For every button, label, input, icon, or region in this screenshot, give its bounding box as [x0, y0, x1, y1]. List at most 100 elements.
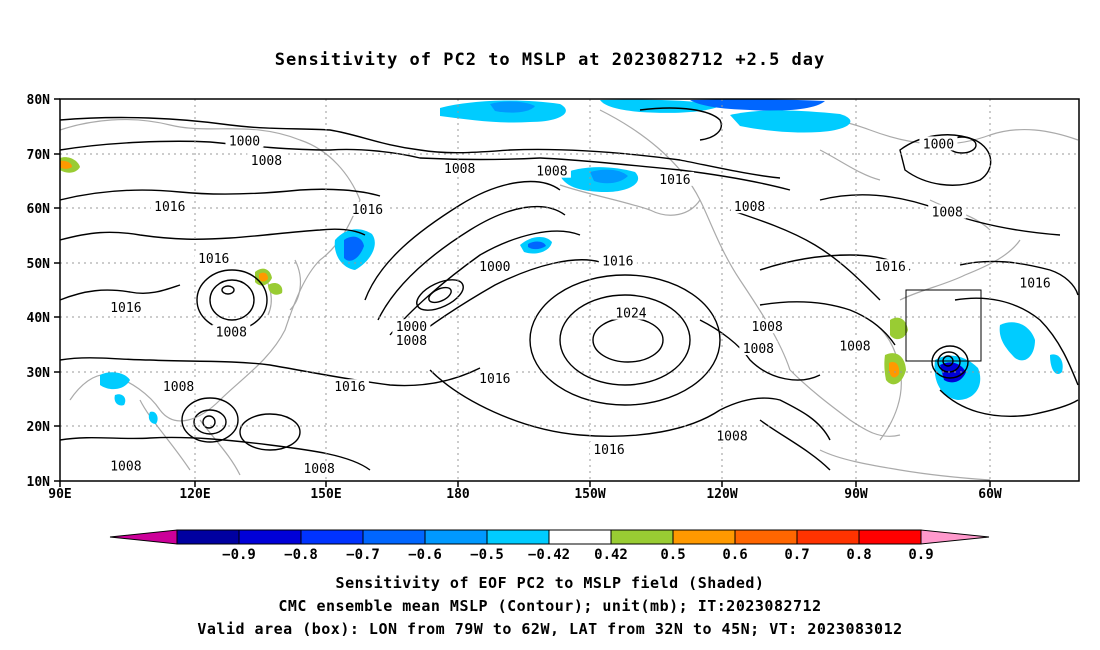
contour-label-bg	[212, 324, 251, 339]
lat-label: 40N	[27, 311, 51, 326]
contour-label: 1016	[110, 301, 141, 316]
lon-label: 120W	[706, 487, 737, 502]
contour-label-bg	[475, 371, 514, 386]
contour-label-bg	[748, 319, 787, 334]
contour-label: 1016	[659, 173, 690, 188]
colorbar-tick-label: 0.8	[846, 547, 871, 563]
contour-label: 1008	[839, 339, 870, 354]
contour-label-bg	[440, 160, 479, 175]
contour-label: 1016	[334, 380, 365, 395]
colorbar-low-end	[109, 529, 178, 545]
colorbar-swatch	[672, 529, 736, 545]
lon-label: 120E	[179, 487, 210, 502]
contour-label-bg	[247, 152, 286, 167]
contour-label-bg	[392, 332, 431, 347]
colorbar-swatch	[300, 529, 364, 545]
colorbar-swatch	[486, 529, 550, 545]
colorbar-tick-label: 0.6	[722, 547, 747, 563]
contour-label: 1000	[229, 135, 260, 150]
contour-label: 1008	[444, 162, 475, 177]
valid-area-box	[905, 289, 982, 362]
contour-label-bg	[348, 201, 387, 216]
contour-label: 1000	[396, 320, 427, 335]
lat-label: 20N	[27, 420, 51, 435]
caption-line-3: Valid area (box): LON from 79W to 62W, L…	[197, 620, 903, 638]
contour-label-bg	[611, 305, 650, 320]
colorbar-tick-label: −0.6	[408, 547, 442, 563]
contour-label-bg	[532, 163, 571, 178]
colorbar-tick-label: −0.8	[284, 547, 318, 563]
colorbar-swatch	[858, 529, 922, 545]
contour-label: 1016	[352, 203, 383, 218]
contour-label-bg	[739, 341, 778, 356]
contour-label-bg	[655, 171, 694, 186]
contour-label-bg	[713, 428, 752, 443]
lon-label: 150W	[574, 487, 605, 502]
lat-label: 50N	[27, 257, 51, 272]
lon-label: 90W	[844, 487, 868, 502]
colorbar-tick-label: −0.7	[346, 547, 380, 563]
lon-labels: 90E 120E 150E 180 150W 120W 90W 60W	[48, 487, 1002, 502]
colorbar-swatch	[362, 529, 426, 545]
contour-label-bg	[330, 379, 369, 394]
contour-label-bg	[106, 300, 145, 315]
colorbar-tick-label: −0.9	[222, 547, 256, 563]
axis-ticks	[54, 98, 991, 487]
lon-label: 90E	[48, 487, 71, 502]
contour-label-bg	[598, 253, 637, 268]
colorbar-swatch	[238, 529, 302, 545]
contour-label: 1008	[396, 334, 427, 349]
contour-label-bg	[919, 136, 958, 151]
colorbar-swatch	[548, 529, 612, 545]
lat-labels: 80N 70N 60N 50N 40N 30N 20N 10N	[27, 93, 51, 490]
contour-label: 1016	[593, 443, 624, 458]
contour-label: 1008	[163, 380, 194, 395]
contour-label-bg	[159, 379, 198, 394]
contour-label-bg	[106, 458, 145, 473]
contour-label: 1016	[198, 252, 229, 267]
contour-label: 1008	[216, 326, 247, 341]
contour-label: 1008	[743, 342, 774, 357]
mslp-contours	[60, 107, 1079, 471]
caption-line-2: CMC ensemble mean MSLP (Contour); unit(m…	[278, 597, 822, 615]
colorbar-tick-label: 0.7	[784, 547, 809, 563]
contour-label: 1008	[110, 459, 141, 474]
map-title: Sensitivity of PC2 to MSLP at 2023082712…	[274, 50, 826, 70]
contour-label: 1016	[1019, 277, 1050, 292]
map-frame	[59, 98, 1080, 482]
contour-label-bg	[835, 338, 874, 353]
colorbar-swatch	[610, 529, 674, 545]
contour-label-bg	[150, 199, 189, 214]
contour-label: 1008	[303, 462, 334, 477]
colorbar-tick-label: −0.5	[470, 547, 504, 563]
colorbar-tick-label: 0.9	[908, 547, 933, 563]
lat-label: 80N	[27, 93, 51, 108]
lat-label: 30N	[27, 366, 51, 381]
colorbar-tick-label: 0.42	[594, 547, 628, 563]
contour-label-bg	[928, 204, 967, 219]
colorbar-tick-label: 0.5	[660, 547, 685, 563]
lon-label: 60W	[978, 487, 1002, 502]
caption-line-1: Sensitivity of EOF PC2 to MSLP field (Sh…	[335, 574, 765, 592]
contour-label: 1016	[602, 255, 633, 270]
contour-label-bg	[871, 259, 910, 274]
contour-label: 1008	[734, 200, 765, 215]
colorbar-swatch	[424, 529, 488, 545]
lon-label: 150E	[310, 487, 341, 502]
lat-label: 70N	[27, 148, 51, 163]
colorbar-swatch	[796, 529, 860, 545]
contour-label-bg	[475, 259, 514, 274]
contour-label-bg	[225, 133, 264, 148]
contour-label: 1008	[932, 206, 963, 221]
contour-label: 1008	[716, 429, 747, 444]
lon-label: 180	[446, 487, 470, 502]
colorbar-tick-label: −0.42	[528, 547, 570, 563]
contour-label: 1000	[479, 260, 510, 275]
contour-label-bg	[300, 461, 339, 476]
contour-label-bg	[730, 199, 769, 214]
colorbar-swatch	[176, 529, 240, 545]
contour-label-bg	[392, 319, 431, 334]
contour-label-bg	[590, 441, 629, 456]
